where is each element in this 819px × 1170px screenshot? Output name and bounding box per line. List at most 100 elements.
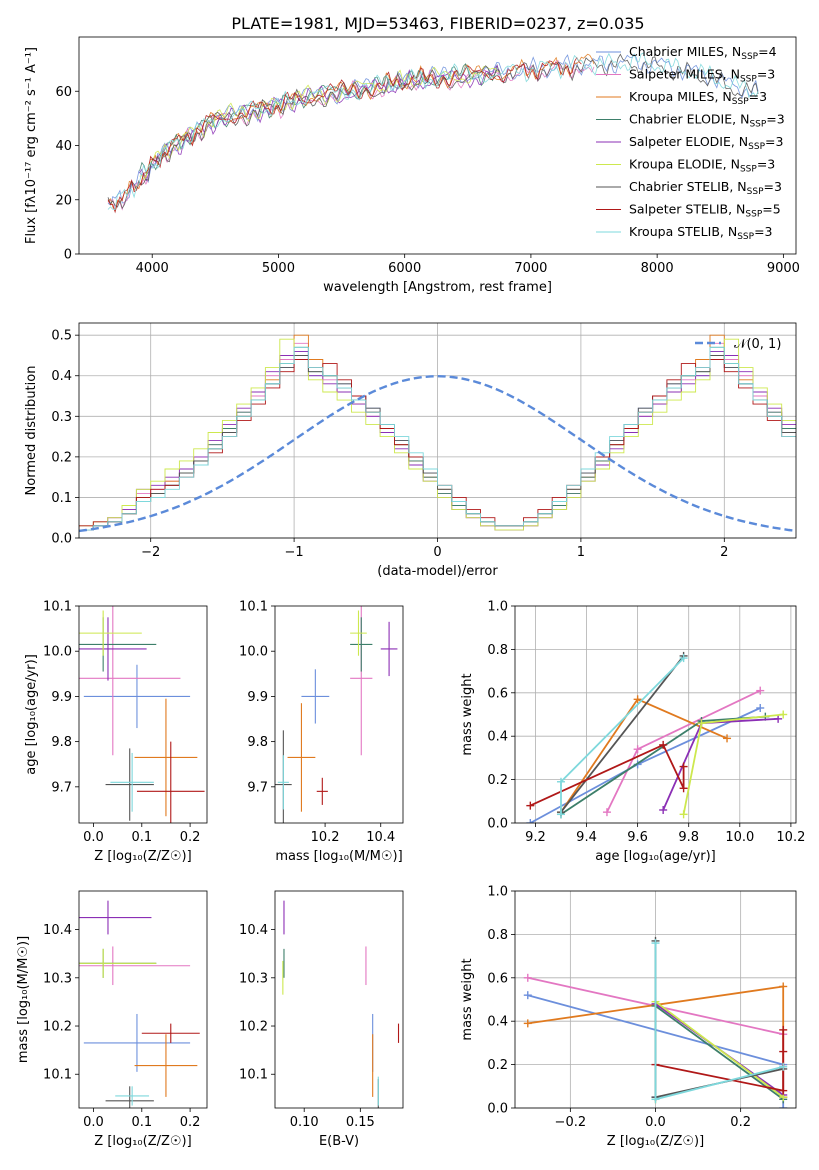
- y-tick-label: 20: [55, 193, 72, 208]
- errorbar-point: [79, 606, 181, 756]
- y-tick-label: 60: [55, 85, 72, 100]
- mass-weight-line: [662, 717, 779, 811]
- x-tick-label: 0.2: [180, 830, 201, 845]
- plot-area: [275, 606, 398, 823]
- plot-area: [107, 52, 759, 214]
- plus-marker: [756, 703, 765, 712]
- plus-marker: [523, 973, 532, 982]
- y-tick-label: 10.2: [43, 1020, 72, 1035]
- y-tick-label: 10.0: [239, 645, 268, 660]
- spectrum-chabrier-stelib: [107, 53, 759, 210]
- x-axis-label: (data-model)/error: [377, 564, 498, 579]
- plot-area: [282, 900, 400, 1108]
- y-tick-label: 10.4: [43, 923, 72, 938]
- y-tick-label: 9.8: [247, 735, 268, 750]
- spectrum-chabrier-miles: [107, 53, 759, 206]
- errorbar-point: [115, 1086, 150, 1106]
- y-tick-label: 0.4: [51, 369, 72, 384]
- errorbar-point: [277, 755, 289, 810]
- y-tick-label: 0.4: [487, 1015, 508, 1030]
- y-tick-label: 0.0: [51, 532, 72, 547]
- y-axis-label: age [log₁₀(age/yr)]: [24, 654, 39, 775]
- y-axis-label: Normed distribution: [24, 366, 39, 496]
- plus-marker: [651, 1095, 660, 1104]
- plus-marker: [679, 784, 688, 793]
- x-tick-label: −1: [285, 545, 304, 560]
- x-tick-label: 4000: [136, 261, 169, 276]
- errorbar-point: [380, 621, 398, 677]
- errorbar-point: [83, 1013, 191, 1072]
- y-tick-label: 0.1: [51, 491, 72, 506]
- y-tick-label: 0.8: [487, 643, 508, 658]
- plus-marker: [779, 1047, 788, 1056]
- errorbar-point: [350, 617, 373, 672]
- axes-frame: [78, 890, 208, 1109]
- errorbar-point: [141, 1023, 200, 1043]
- legend-entry: Salpeter MILES, NSSP=3: [629, 67, 775, 85]
- y-tick-label: 0.2: [51, 450, 72, 465]
- plus-marker: [556, 810, 565, 819]
- x-tick-label: 9.2: [525, 830, 546, 845]
- plus-marker: [602, 808, 611, 817]
- y-tick-label: 1.0: [487, 600, 508, 615]
- errorbar-point: [105, 1086, 154, 1108]
- x-tick-label: 9.8: [678, 830, 699, 845]
- legend-entry: Kroupa ELODIE, NSSP=3: [629, 157, 775, 175]
- errorbar-point: [350, 610, 367, 656]
- x-tick-label: 0.1: [131, 1115, 152, 1130]
- axes-panel-8: −0.2 0.0 0.2 0.0 0.2 0.4 0.6 0.8 1.0 Z [log₁₀(Z/Z…: [460, 885, 797, 1149]
- spectrum-kroupa-stelib: [107, 52, 759, 211]
- axes-panel-7: 0.10 0.15 10.1 10.2 10.3 10.4 E(B-V): [239, 890, 404, 1149]
- y-tick-label: 10.1: [43, 600, 72, 615]
- x-tick-label: 10.2: [311, 830, 340, 845]
- plus-marker: [779, 1086, 788, 1095]
- x-tick-label: 5000: [262, 261, 295, 276]
- axes-frame: [274, 890, 404, 1109]
- y-tick-label: 10.3: [239, 971, 268, 986]
- plus-marker: [679, 654, 688, 663]
- y-tick-label: 0: [64, 248, 72, 263]
- y-tick-label: 10.1: [239, 1068, 268, 1083]
- errorbar-point: [316, 777, 328, 805]
- plus-marker: [679, 810, 688, 819]
- y-tick-label: 10.0: [43, 645, 72, 660]
- x-tick-label: 0.2: [180, 1115, 201, 1130]
- plus-marker: [633, 695, 642, 704]
- axes-panel-2: −2 −1 0 1 2 0.0 0.1 0.2 0.3 0.4 0.5 (data-model)/er…: [24, 322, 797, 579]
- plus-marker: [659, 740, 668, 749]
- x-axis-label: Z [log₁₀(Z/Z☉)]: [94, 1134, 191, 1149]
- x-tick-label: 2: [720, 545, 728, 560]
- y-tick-label: 9.9: [51, 690, 72, 705]
- x-tick-label: 0.1: [131, 830, 152, 845]
- x-axis-label: mass [log₁₀(M/M☉)]: [275, 849, 402, 864]
- y-tick-label: 0.2: [487, 773, 508, 788]
- figure-title: PLATE=1981, MJD=53463, FIBERID=0237, z=0…: [231, 14, 644, 33]
- x-tick-label: 8000: [641, 261, 674, 276]
- axes-panel-6: 0.0 0.1 0.2 10.1 10.2 10.3 10.4 Z [log₁₀(Z/Z☉)]…: [16, 890, 208, 1149]
- x-tick-label: 0.0: [645, 1115, 666, 1130]
- legend-entry: Salpeter ELODIE, NSSP=3: [629, 134, 783, 152]
- errorbar-point: [79, 610, 142, 656]
- plus-marker: [523, 1019, 532, 1028]
- legend: Chabrier MILES, NSSP=4 Salpeter MILES, NS…: [596, 44, 785, 242]
- plus-marker: [526, 819, 535, 823]
- errorbar-point: [79, 617, 147, 681]
- mass-weight-line: [560, 655, 685, 813]
- plus-marker: [779, 982, 788, 991]
- x-tick-label: 10.0: [725, 830, 754, 845]
- y-tick-label: 9.7: [51, 780, 72, 795]
- y-tick-label: 9.7: [247, 780, 268, 795]
- y-tick-label: 10.2: [239, 1020, 268, 1035]
- x-tick-label: 0.0: [83, 830, 104, 845]
- y-tick-label: 10.4: [239, 923, 268, 938]
- x-tick-label: 9000: [767, 261, 800, 276]
- plus-marker: [779, 1062, 788, 1071]
- y-axis-label: mass weight: [460, 958, 475, 1040]
- errorbar-point: [287, 703, 316, 812]
- legend-entry: Kroupa STELIB, NSSP=3: [629, 224, 773, 242]
- errorbar-point: [79, 946, 191, 986]
- errorbar-point: [134, 698, 198, 817]
- y-tick-label: 9.8: [51, 735, 72, 750]
- plus-marker: [651, 939, 660, 948]
